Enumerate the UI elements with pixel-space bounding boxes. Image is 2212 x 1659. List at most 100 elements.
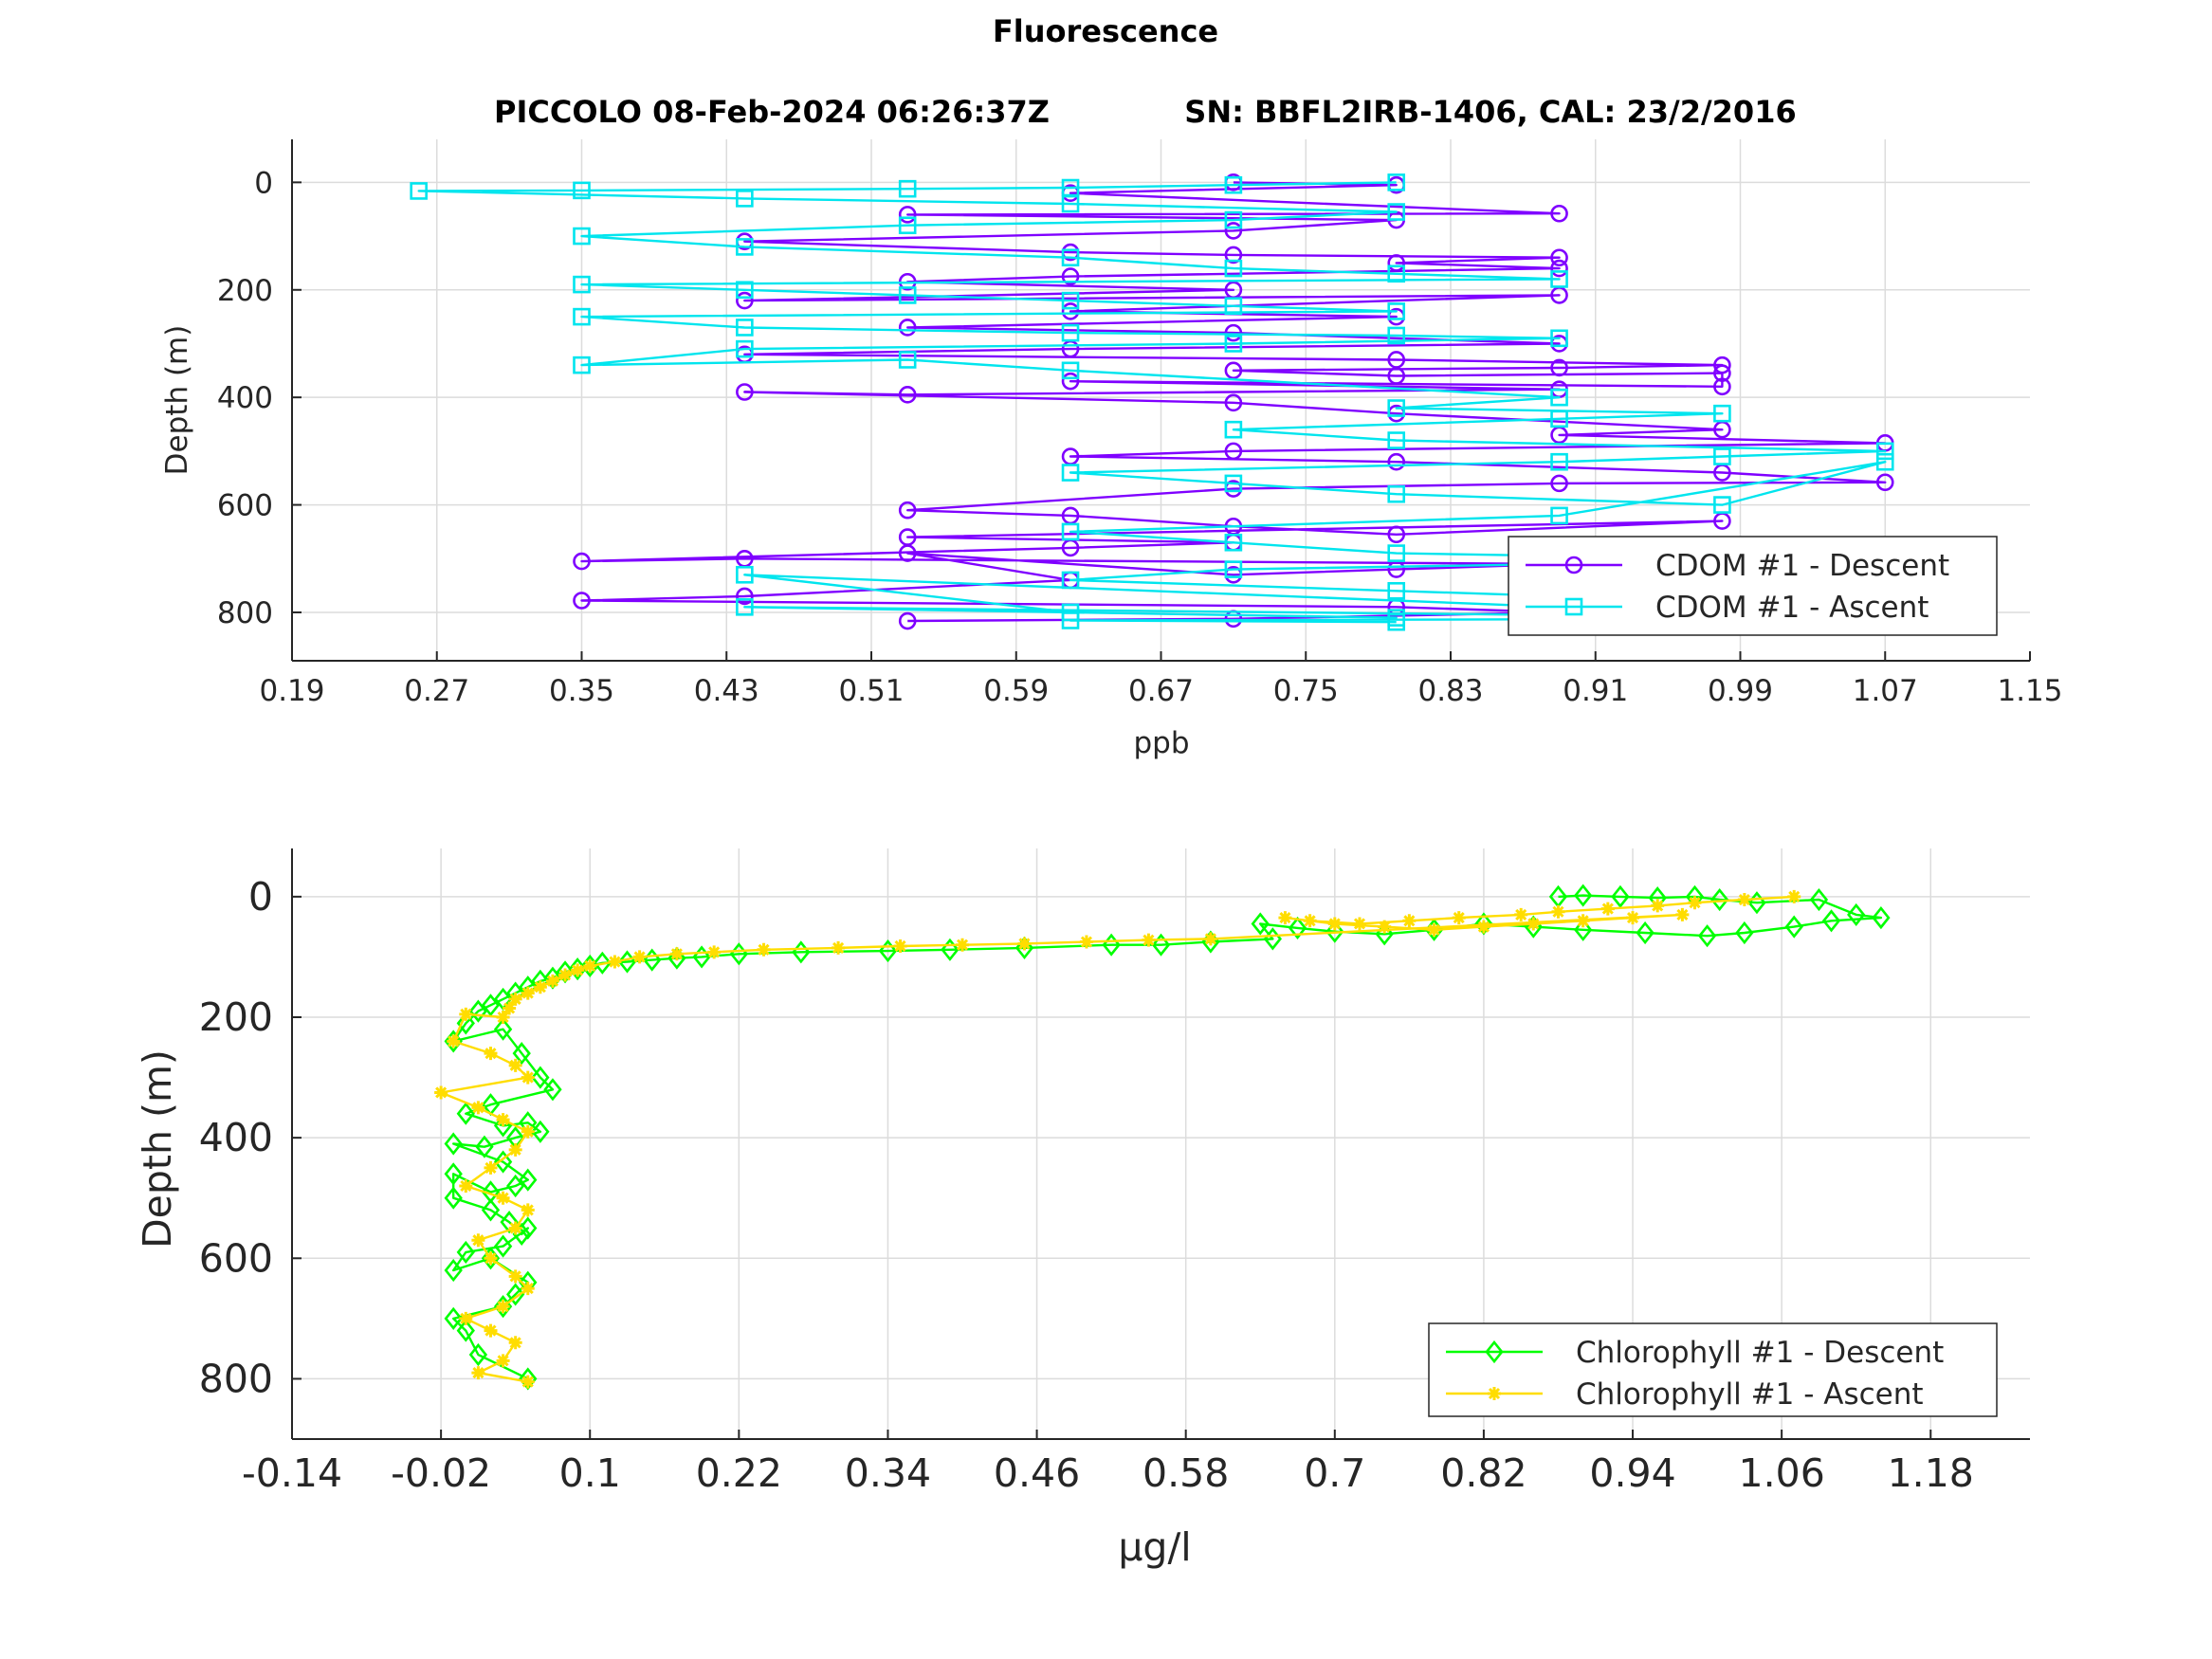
cdom-x-tick-label: 1.07 (1853, 674, 1918, 708)
cdom-data-point (1061, 611, 1080, 629)
chlorophyll-data-point (493, 1017, 513, 1041)
chlorophyll-data-point (1526, 917, 1541, 931)
cdom-data-point (1387, 612, 1406, 631)
chlorophyll-data-point (1688, 896, 1702, 910)
chlorophyll-data-point (434, 1085, 448, 1100)
cdom-data-point (1224, 335, 1243, 353)
chlorophyll-data-point (444, 1132, 463, 1156)
chlorophyll-y-tick-label: 0 (248, 874, 273, 920)
chlorophyll-x-tick-label: 0.7 (1304, 1450, 1365, 1496)
cdom-data-point (1387, 581, 1406, 600)
cdom-data-point (1224, 246, 1243, 264)
chlorophyll-x-tick-label: 0.34 (845, 1450, 931, 1496)
chlorophyll-legend-swatch-marker (1485, 1340, 1504, 1364)
cdom-x-tick-label: 0.19 (259, 674, 324, 708)
chlorophyll-data-point (459, 1311, 473, 1325)
cdom-data-point (1061, 267, 1080, 285)
cdom-x-tick-label: 0.35 (549, 674, 614, 708)
cdom-x-tick-label: 0.43 (694, 674, 759, 708)
chlorophyll-data-point (1809, 887, 1829, 912)
cdom-data-point (736, 319, 754, 337)
chlorophyll-data-point (1551, 904, 1565, 919)
chlorophyll-legend-label-descent: Chlorophyll #1 - Descent (1576, 1336, 1944, 1370)
cdom-data-point (736, 383, 754, 401)
cdom-x-ticks: 0.19 0.27 0.35 0.43 0.51 0.59 0.67 0.75 0.83 0.91… (259, 651, 2063, 708)
chlorophyll-data-point (1151, 933, 1171, 957)
cdom-data-point (1387, 254, 1406, 272)
cdom-axes: 0.19 0.27 0.35 0.43 0.51 0.59 0.67 0.75 0.83 0.91… (160, 139, 2063, 760)
chlorophyll-data-point (878, 939, 898, 963)
cdom-data-point (736, 565, 754, 584)
chlorophyll-data-point (1576, 914, 1590, 928)
chlorophyll-data-point (459, 1179, 473, 1193)
chlorophyll-data-point (456, 1319, 475, 1342)
chlorophyll-data-point (481, 1198, 501, 1222)
chlorophyll-data-point (521, 1203, 535, 1217)
chlorophyll-data-point (496, 1354, 510, 1368)
chlorophyll-data-point (1600, 902, 1615, 916)
cdom-data-point (573, 356, 591, 374)
chlorophyll-data-point (459, 1007, 473, 1021)
chlorophyll-x-tick-label: 0.82 (1440, 1450, 1526, 1496)
chlorophyll-legend-swatch-marker (1488, 1387, 1501, 1400)
cdom-data-point (1550, 474, 1568, 493)
cdom-legend-box (1508, 536, 1998, 636)
cdom-data-point (1224, 175, 1243, 194)
chlorophyll-data-point (757, 942, 771, 957)
chlorophyll-data-point (1872, 906, 1891, 930)
cdom-y-tick-label: 400 (217, 381, 273, 415)
cdom-data-point (1550, 410, 1568, 428)
chlorophyll-data-point (1636, 921, 1654, 945)
cdom-data-point (1061, 248, 1080, 267)
chlorophyll-data-point (471, 1233, 485, 1248)
cdom-data-point (1550, 204, 1568, 223)
chlorophyll-data-point (1697, 924, 1717, 948)
chlorophyll-data-point (493, 1150, 513, 1174)
cdom-data-point (898, 319, 917, 337)
chlorophyll-data-point (444, 1306, 463, 1330)
cdom-data-point (1224, 442, 1243, 461)
chlorophyll-data-point (1352, 917, 1366, 931)
chlorophyll-data-point (1476, 920, 1490, 934)
chlorophyll-data-point (1427, 922, 1441, 937)
chlorophyll-data-point (669, 947, 684, 961)
chlorophyll-data-point (1573, 918, 1593, 941)
chlorophyll-legend: Chlorophyll #1 - Descent Chlorophyll #1 -… (1428, 1322, 1998, 1417)
chlorophyll-data-point (1079, 935, 1093, 949)
chlorophyll-data-point (1611, 884, 1630, 908)
chlorophyll-data-point (508, 1336, 522, 1350)
cdom-series-line-ascent (417, 181, 1887, 624)
cdom-data-point (898, 351, 917, 369)
cdom-data-point (1224, 393, 1243, 412)
chlorophyll-data-point (468, 999, 488, 1023)
cdom-data-point (898, 286, 917, 304)
chlorophyll-data-point (545, 974, 559, 988)
chlorophyll-data-point (1626, 911, 1640, 925)
cdom-data-point (573, 592, 591, 610)
cdom-data-point (1061, 571, 1080, 590)
chlorophyll-data-point (1303, 914, 1317, 928)
chlorophyll-data-point (496, 1011, 510, 1024)
cdom-data-point (736, 281, 754, 300)
cdom-data-point (1224, 259, 1243, 278)
cdom-legend-label-descent: CDOM #1 - Descent (1655, 549, 1949, 583)
cdom-data-point (1713, 377, 1731, 396)
cdom-data-point (736, 339, 754, 358)
cdom-legend-swatch-marker (1564, 556, 1583, 574)
cdom-x-axis-label: ppb (1133, 726, 1189, 760)
cdom-x-tick-label: 0.27 (404, 674, 469, 708)
chlorophyll-data-point (512, 1042, 531, 1066)
chlorophyll-data-point (508, 992, 522, 1006)
cdom-data-point (1713, 356, 1731, 374)
chlorophyll-data-point (707, 945, 722, 959)
cdom-x-tick-label: 0.83 (1417, 674, 1483, 708)
chlorophyll-data-point (543, 1078, 562, 1102)
cdom-data-point (1550, 270, 1568, 288)
chlorophyll-data-point (468, 1342, 488, 1367)
cdom-data-point (573, 552, 591, 571)
cdom-data-point (1387, 367, 1406, 385)
cdom-data-point (1061, 194, 1080, 213)
cdom-data-point (736, 587, 754, 606)
chlorophyll-data-point (1452, 911, 1466, 925)
cdom-data-point (573, 307, 591, 326)
